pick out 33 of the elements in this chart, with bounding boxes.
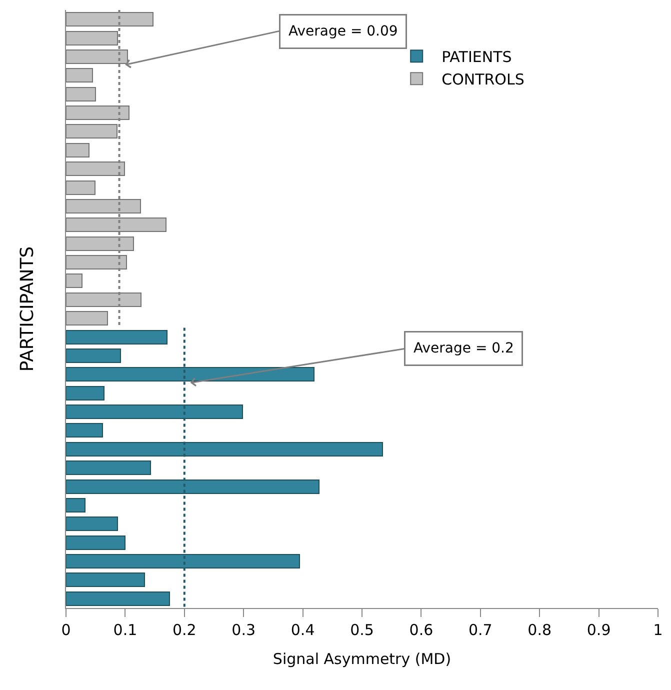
bar: [66, 180, 96, 195]
bar: [66, 572, 146, 588]
bar: [66, 142, 90, 158]
ref-line-label: Average = 0.09: [288, 24, 398, 40]
bar: [66, 423, 104, 438]
bar: [66, 516, 118, 532]
x-tick-label: 0.9: [586, 621, 611, 639]
x-tick-label: 0.8: [528, 621, 552, 639]
x-tick-label: 1: [653, 621, 663, 639]
bar: [66, 311, 108, 326]
bar: [66, 330, 168, 344]
bar: [66, 274, 82, 288]
bar: [66, 535, 126, 550]
x-axis-title: Signal Asymmetry (MD): [272, 650, 452, 668]
x-tick-label: 0.7: [468, 621, 492, 639]
x-tick-label: 0: [61, 621, 71, 639]
legend-label: PATIENTS: [442, 48, 512, 66]
x-tick-label: 0.6: [409, 621, 434, 639]
bar: [66, 591, 170, 606]
x-tick-label: 0.3: [232, 621, 256, 639]
bar: [66, 86, 96, 102]
ref-line-label: Average = 0.2: [414, 340, 514, 356]
x-tick-label: 0.4: [290, 621, 315, 639]
bar: [66, 498, 86, 512]
legend-label: CONTROLS: [442, 70, 524, 88]
x-tick-label: 0.2: [172, 621, 196, 639]
bar: [66, 348, 121, 363]
bar: [66, 460, 152, 476]
bar: [66, 386, 104, 400]
bar: [66, 68, 94, 83]
x-tick-label: 0.1: [113, 621, 138, 639]
y-axis-title: PARTICIPANTS: [17, 246, 38, 372]
x-tick-label: 0.5: [350, 621, 374, 639]
